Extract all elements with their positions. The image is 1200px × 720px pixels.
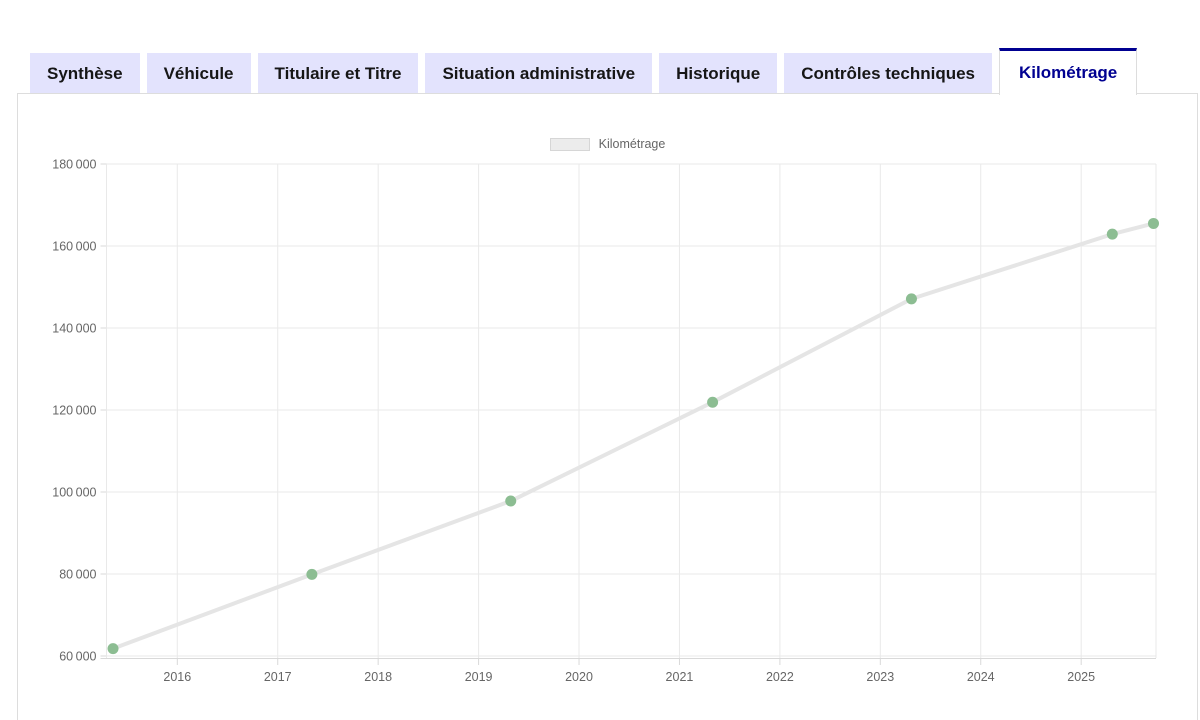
x-tick-label: 2020 xyxy=(565,670,593,684)
y-tick-label: 60 000 xyxy=(59,650,96,664)
x-tick-label: 2021 xyxy=(666,670,694,684)
y-tick-label: 80 000 xyxy=(59,568,96,582)
data-point[interactable] xyxy=(1106,228,1118,240)
x-tick-label: 2022 xyxy=(766,670,794,684)
y-tick-label: 100 000 xyxy=(52,486,96,500)
x-tick-label: 2023 xyxy=(866,670,894,684)
legend-label: Kilométrage xyxy=(598,136,666,151)
y-tick-label: 180 000 xyxy=(52,158,96,172)
tab-controles-techniques[interactable]: Contrôles techniques xyxy=(784,53,993,93)
x-tick-label: 2025 xyxy=(1067,670,1095,684)
x-tick-label: 2024 xyxy=(967,670,995,684)
data-point[interactable] xyxy=(306,568,318,580)
mileage-line xyxy=(111,221,1156,651)
y-tick-label: 120 000 xyxy=(52,404,96,418)
tab-titulaire-et-titre[interactable]: Titulaire et Titre xyxy=(257,53,419,93)
data-point[interactable] xyxy=(107,643,119,655)
kilometrage-panel: Kilométrage 60 000 80 000 100 000 120 000 14… xyxy=(17,93,1198,720)
data-point[interactable] xyxy=(1147,217,1159,229)
x-tick-label: 2017 xyxy=(264,670,292,684)
tab-situation-administrative[interactable]: Situation administrative xyxy=(425,53,653,93)
mileage-chart: 60 000 80 000 100 000 120 000 140 000 160 000… xyxy=(52,158,1159,684)
x-tick-label: 2016 xyxy=(163,670,191,684)
tab-synthese[interactable]: Synthèse xyxy=(30,53,140,93)
data-point[interactable] xyxy=(905,293,917,305)
tab-historique[interactable]: Historique xyxy=(659,53,778,93)
y-tick-label: 140 000 xyxy=(52,322,96,336)
legend-swatch xyxy=(549,137,590,151)
data-point[interactable] xyxy=(505,495,517,507)
x-tick-label: 2019 xyxy=(465,670,493,684)
y-tick-label: 160 000 xyxy=(52,240,96,254)
tab-kilometrage[interactable]: Kilométrage xyxy=(999,48,1138,95)
report-tab-bar: Synthèse Véhicule Titulaire et Titre Sit… xyxy=(30,0,1138,95)
legend-item-kilometrage[interactable]: Kilométrage xyxy=(18,134,1197,154)
tab-vehicule[interactable]: Véhicule xyxy=(146,53,251,93)
data-point[interactable] xyxy=(707,396,719,408)
x-tick-label: 2018 xyxy=(364,670,392,684)
